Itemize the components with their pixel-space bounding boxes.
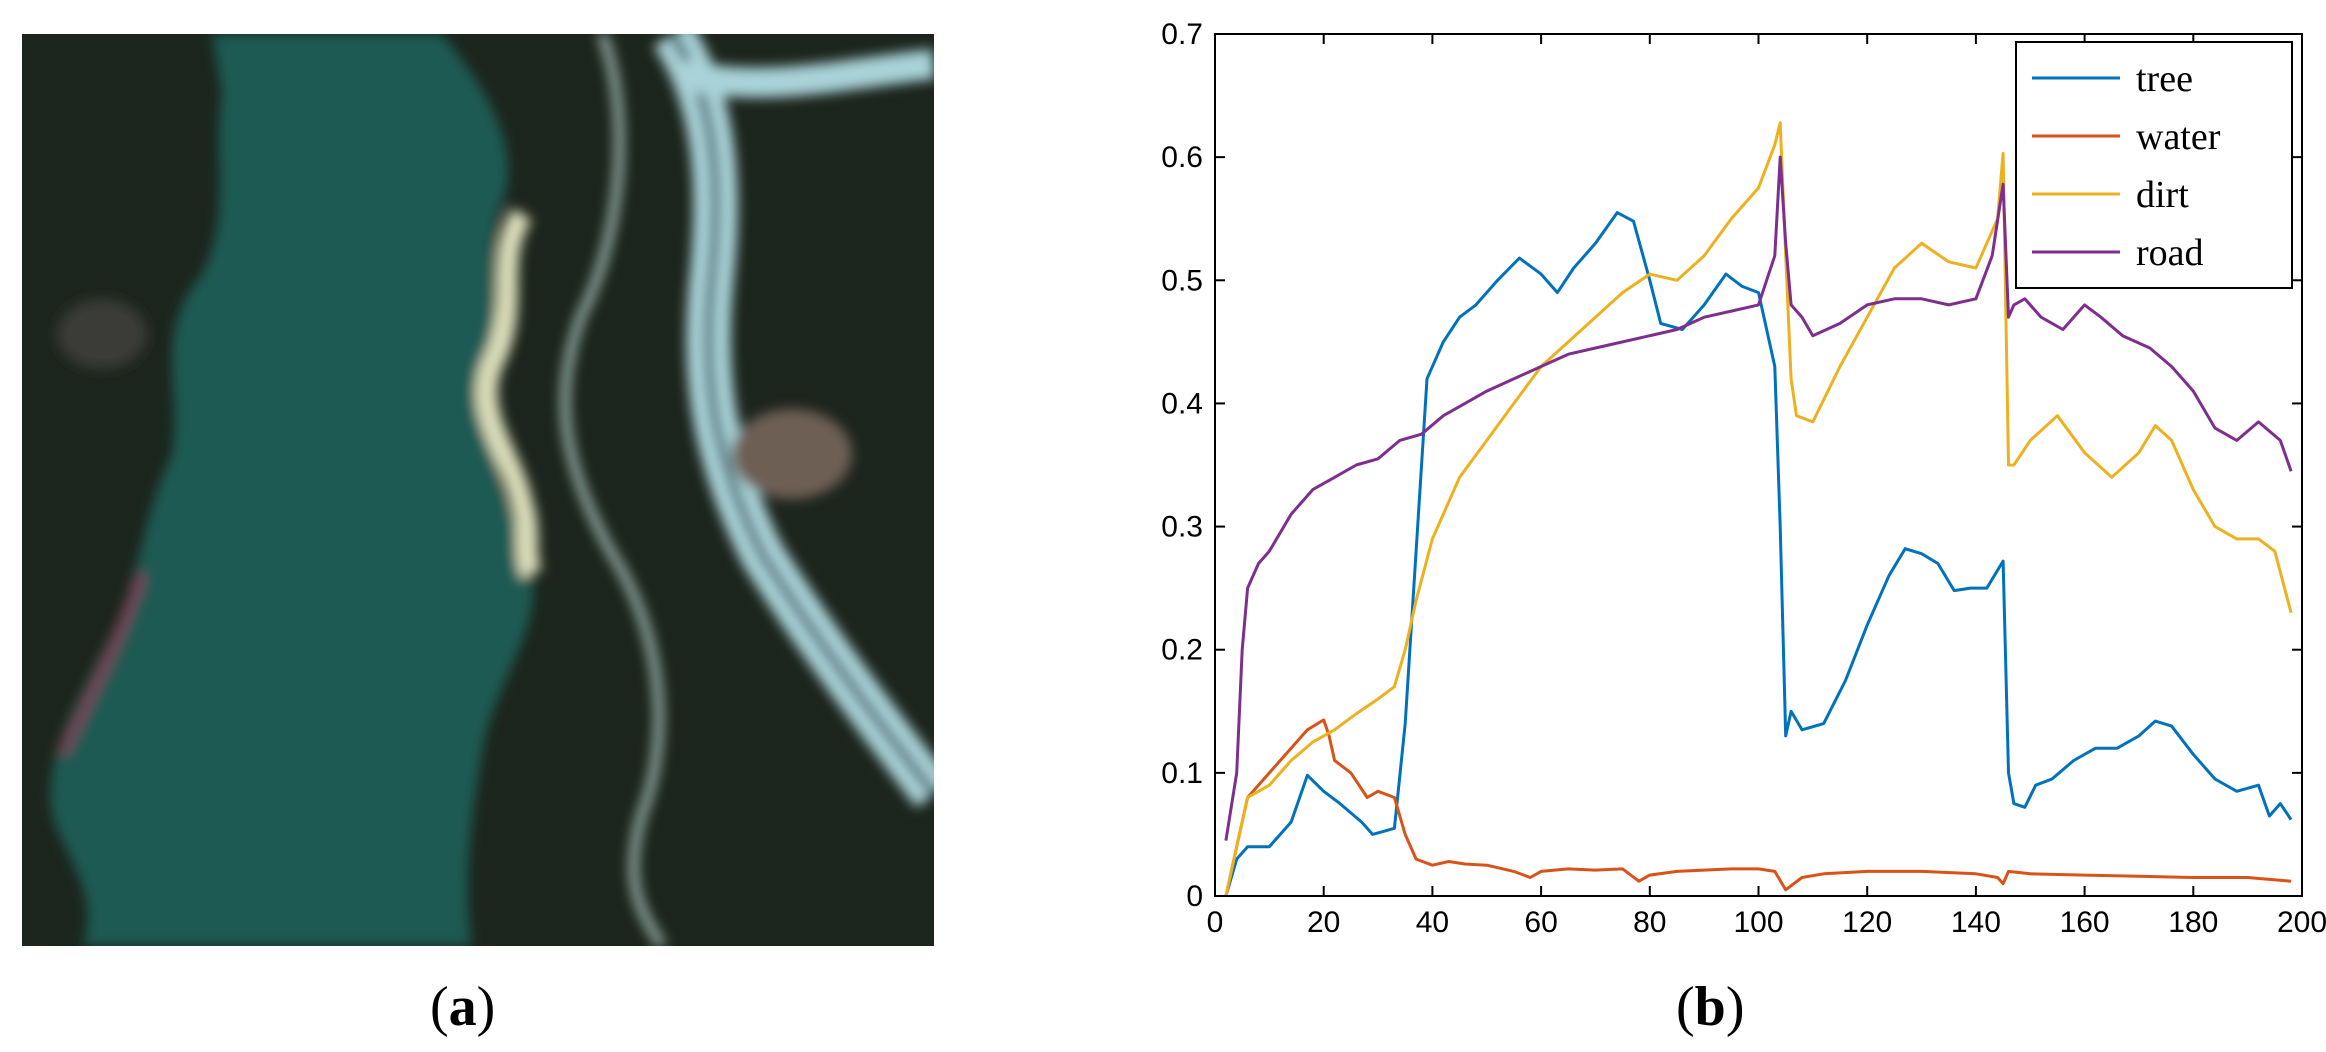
x-tick-label: 0: [1207, 906, 1224, 939]
dirt-patch: [57, 299, 147, 369]
y-tick-label: 0: [1186, 880, 1203, 913]
legend-label-dirt: dirt: [2136, 174, 2189, 216]
x-tick-label: 80: [1633, 906, 1666, 939]
panel-label-b: (b): [1676, 976, 1745, 1038]
x-tick-label: 120: [1842, 906, 1892, 939]
y-tick-label: 0.2: [1161, 634, 1203, 667]
x-tick-label: 40: [1416, 906, 1449, 939]
y-tick-label: 0.6: [1161, 141, 1203, 174]
dirt-patch: [732, 409, 852, 499]
y-tick-label: 0.3: [1161, 511, 1203, 544]
x-tick-label: 180: [2168, 906, 2218, 939]
legend-label-road: road: [2136, 232, 2204, 274]
legend-label-tree: tree: [2136, 58, 2193, 100]
y-tick-label: 0.7: [1161, 18, 1203, 51]
legend-label-water: water: [2136, 116, 2221, 158]
x-tick-label: 140: [1951, 906, 2001, 939]
bright-riverbank: [475, 208, 543, 579]
highway-branch: [678, 49, 934, 98]
legend-box: [2015, 41, 2293, 289]
satellite-image: [22, 34, 934, 946]
x-tick-label: 60: [1524, 906, 1557, 939]
y-tick-label: 0.4: [1161, 387, 1203, 420]
x-tick-label: 160: [2060, 906, 2110, 939]
y-tick-label: 0.1: [1161, 757, 1203, 790]
series-line-water: [1224, 718, 2292, 897]
shoreline-pink: [57, 572, 147, 757]
series-line-tree: [1224, 211, 2293, 897]
y-tick-label: 0.5: [1161, 264, 1203, 297]
series-line-road: [1224, 155, 2293, 841]
x-tick-label: 100: [1733, 906, 1783, 939]
river-water: [50, 34, 534, 946]
x-tick-label: 20: [1307, 906, 1340, 939]
x-tick-label: 200: [2277, 906, 2326, 939]
highway-center: [668, 34, 934, 797]
secondary-road: [560, 34, 667, 946]
panel-label-a: (a): [430, 976, 496, 1038]
